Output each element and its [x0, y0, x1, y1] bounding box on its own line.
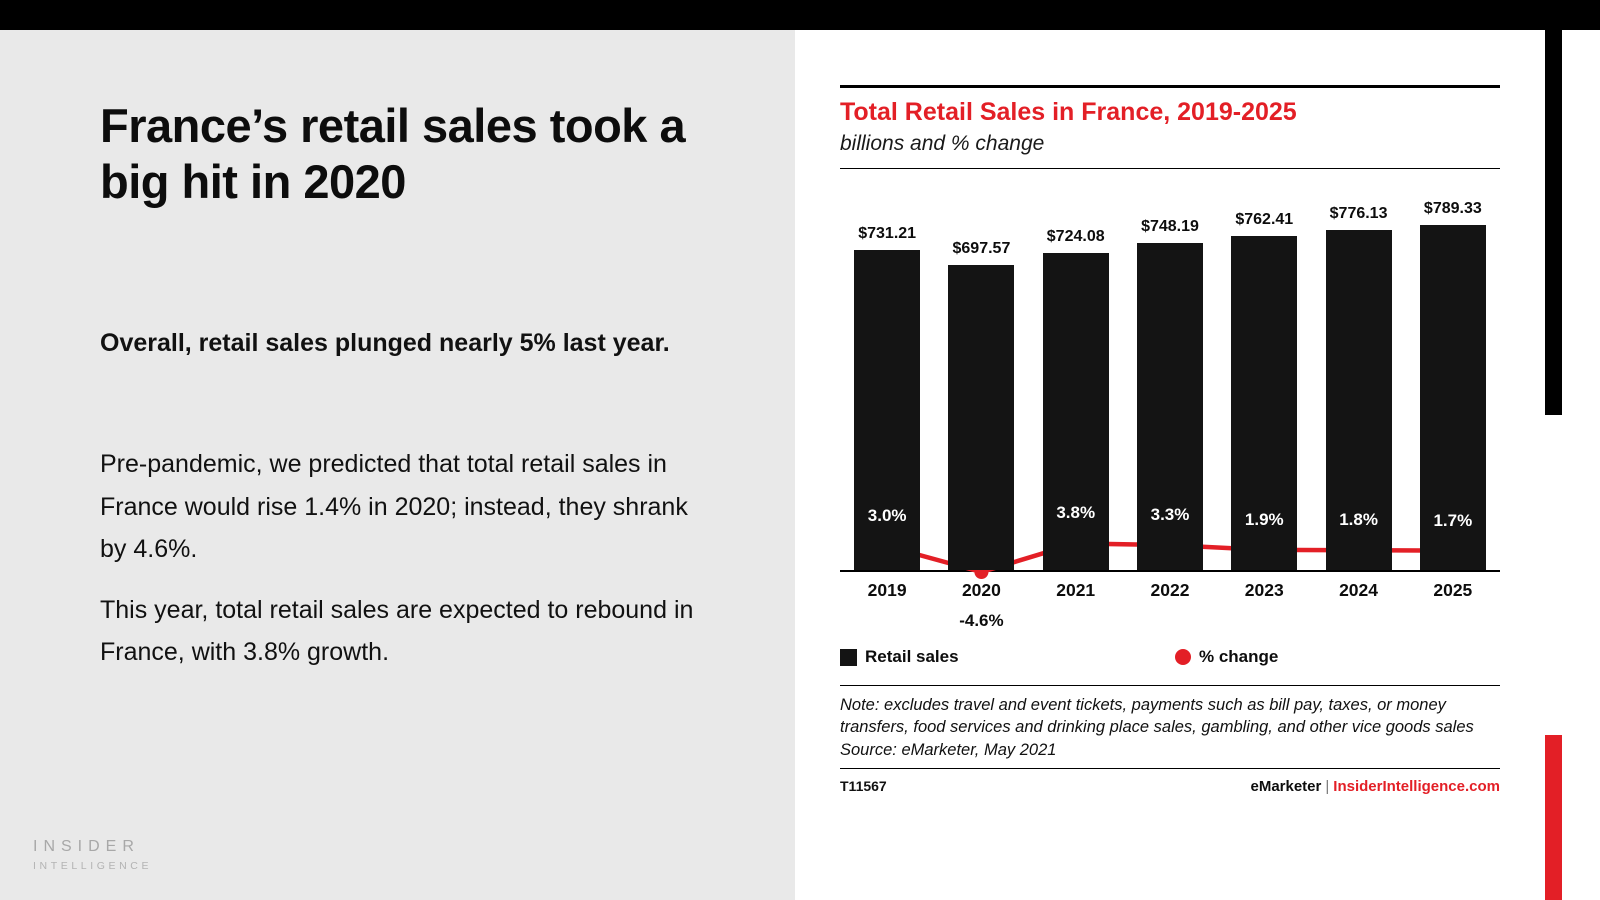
- bar-value-2024: $776.13: [1329, 205, 1388, 223]
- logo-line-insider: INSIDER: [33, 838, 140, 855]
- bar-2021: [1042, 253, 1109, 570]
- subtitle-rule: [840, 168, 1500, 169]
- bar-value-2022: $748.19: [1141, 217, 1199, 235]
- axis-label-2021: 2021: [1029, 572, 1123, 631]
- bar-value-2020: $697.57: [952, 239, 1011, 257]
- emarketer-wordmark: eMarketer: [1250, 777, 1322, 795]
- lead-paragraph: Overall, retail sales plunged nearly 5% …: [100, 328, 670, 357]
- note-block: Note: excludes travel and event tickets,…: [840, 685, 1500, 796]
- logo-line-intelligence: INTELLIGENCE: [33, 860, 153, 872]
- legend-pct-change: % change: [1175, 647, 1278, 667]
- axis-label-2022: 2022: [1123, 572, 1217, 631]
- bar-2025: [1419, 224, 1486, 570]
- bar-value-2021: $724.08: [1046, 228, 1105, 246]
- dot-swatch-icon: [1175, 649, 1191, 665]
- pct-label-2022: 3.3%: [1150, 505, 1190, 525]
- bar-value-2023: $762.41: [1235, 211, 1294, 229]
- chart-subtitle: billions and % change: [840, 132, 1045, 155]
- bar-2024: [1325, 230, 1392, 570]
- x-axis-labels: 2019 2020 -4.6% 2021 2022 2023 2024 2025: [840, 572, 1500, 631]
- year-label: 2020: [961, 580, 1001, 600]
- right-edge-black-strip: [1545, 0, 1562, 415]
- right-edge-red-strip: [1545, 735, 1562, 900]
- note-rule: [840, 685, 1500, 686]
- year-label: 2025: [1433, 580, 1473, 600]
- pct-label-2025: 1.7%: [1433, 510, 1473, 530]
- pct-label-2019: 3.0%: [867, 506, 907, 526]
- top-rule: [840, 85, 1500, 88]
- axis-label-2019: 2019: [840, 572, 934, 631]
- footer-separator: |: [1325, 777, 1330, 795]
- text-panel: France’s retail sales took a big hit in …: [0, 30, 795, 900]
- year-label: 2021: [1056, 580, 1096, 600]
- year-label: 2019: [867, 580, 907, 600]
- chart-note: Note: excludes travel and event tickets,…: [840, 696, 1474, 737]
- bar-value-2019: $731.21: [858, 225, 917, 243]
- paragraph-outlook: This year, total retail sales are expect…: [100, 595, 694, 667]
- footer-rule: [840, 767, 1500, 769]
- bar-2019: [854, 250, 921, 570]
- pct-label-2021: 3.8%: [1056, 503, 1096, 523]
- bar-chart-plot: $731.21 3.0% $697.57 $724.08 3.8% $748.19 3.3%…: [840, 177, 1500, 579]
- chart-title: Total Retail Sales in France, 2019-2025: [840, 98, 1297, 126]
- chart-legend: Retail sales % change: [840, 647, 1500, 671]
- bar-2022: [1137, 242, 1203, 570]
- pct-label-2024: 1.8%: [1339, 510, 1378, 530]
- axis-label-2025: 2025: [1406, 572, 1500, 631]
- footer-site-link: InsiderIntelligence.com: [1333, 777, 1500, 795]
- axis-label-2024: 2024: [1311, 572, 1405, 631]
- year-label: 2022: [1150, 580, 1190, 600]
- axis-label-2023: 2023: [1217, 572, 1311, 631]
- chart-footer: T11567 eMarketer | InsiderIntelligence.com: [840, 778, 1500, 796]
- bar-2020: [948, 264, 1015, 570]
- footer-brand: eMarketer | InsiderIntelligence.com: [1250, 778, 1500, 796]
- pct-label-2023: 1.9%: [1244, 509, 1284, 529]
- legend-pct-change-label: % change: [1199, 647, 1279, 666]
- pct-label-2020: -4.6%: [959, 611, 1004, 630]
- legend-retail-sales-label: Retail sales: [865, 647, 959, 666]
- bar-2023: [1231, 236, 1298, 570]
- year-label: 2024: [1339, 580, 1379, 600]
- chart-id: T11567: [840, 777, 887, 794]
- top-black-bar: [0, 0, 1600, 30]
- year-label: 2023: [1244, 580, 1284, 600]
- slide-title: France’s retail sales took a big hit in …: [100, 99, 686, 209]
- chart-card: Total Retail Sales in France, 2019-2025 …: [795, 30, 1545, 900]
- axis-label-2020: 2020 -4.6%: [934, 572, 1028, 631]
- legend-retail-sales: Retail sales: [840, 647, 959, 667]
- bar-value-2025: $789.33: [1423, 199, 1482, 217]
- paragraph-prediction: Pre-pandemic, we predicted that total re…: [100, 450, 688, 564]
- chart-source: Source: eMarketer, May 2021: [840, 740, 1057, 759]
- bar-swatch-icon: [840, 648, 857, 666]
- insider-intelligence-logo: INSIDER INTELLIGENCE: [33, 838, 152, 872]
